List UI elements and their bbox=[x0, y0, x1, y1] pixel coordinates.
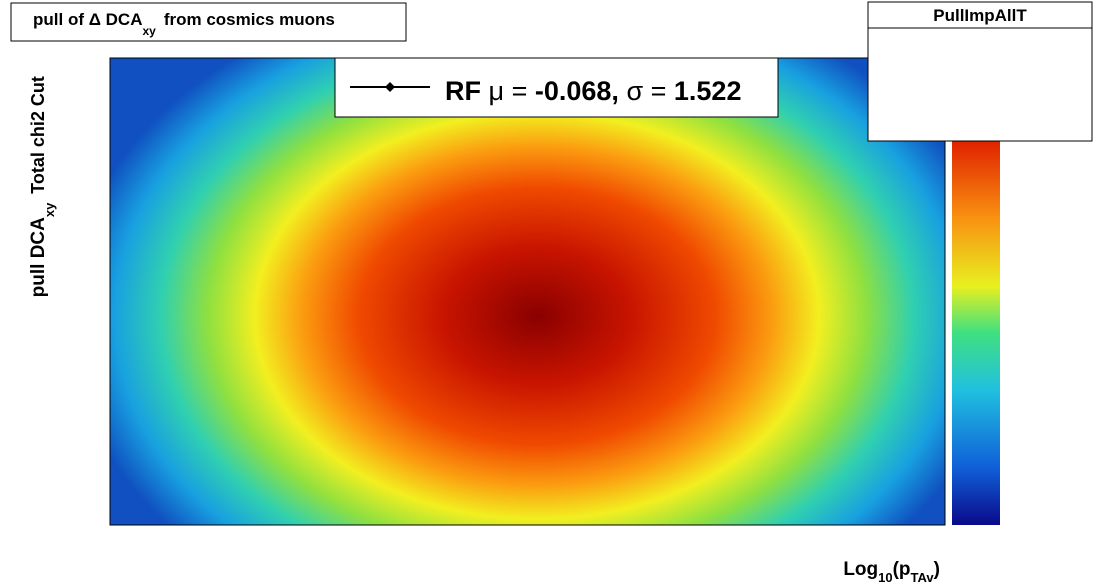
legend-label: RF μ = -0.068, σ = 1.522 bbox=[445, 76, 741, 106]
stats-box bbox=[867, 1, 1093, 142]
x-axis-label: Log10(pTAv) bbox=[843, 559, 940, 585]
title-box bbox=[10, 2, 407, 42]
y-axis-label-2: Total chi2 Cut bbox=[28, 76, 48, 194]
heatmap bbox=[110, 58, 945, 525]
color-bar bbox=[952, 140, 1000, 525]
stats-title: PullImpAllT bbox=[933, 6, 1027, 25]
y-axis-label: pull DCAxy bbox=[28, 202, 57, 297]
legend-marker bbox=[385, 82, 395, 92]
chart-title: pull of Δ DCAxyfrom cosmics muons bbox=[33, 10, 335, 38]
